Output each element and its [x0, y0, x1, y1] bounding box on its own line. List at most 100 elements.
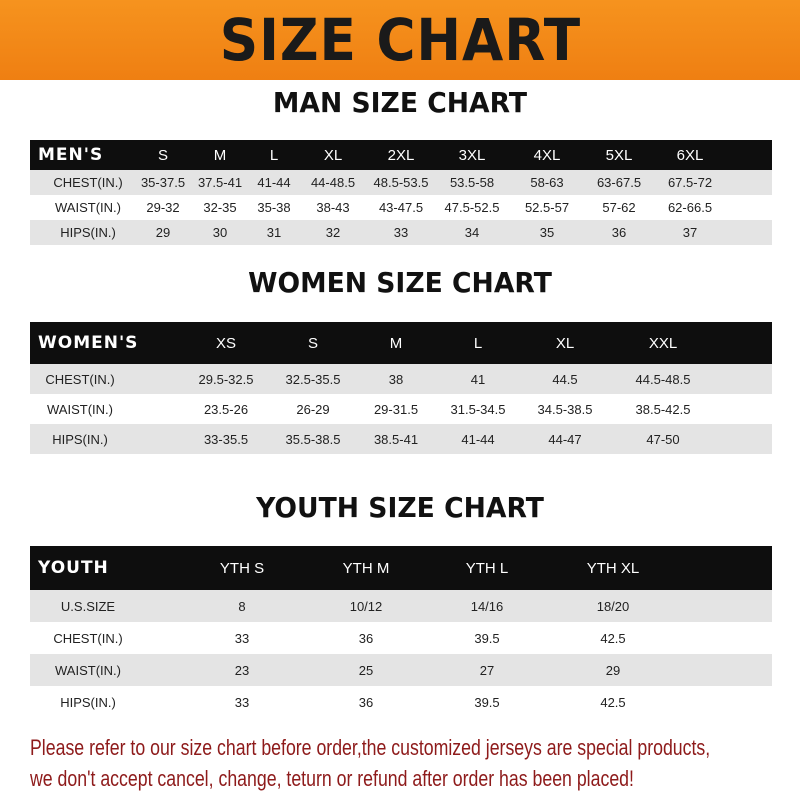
table-cell: 29 [155, 225, 171, 240]
table-cell: 67.5-72 [667, 175, 713, 190]
table-cell: 14/16 [470, 598, 504, 614]
table-cell: 36 [358, 630, 374, 646]
table-cell: 33-35.5 [203, 431, 249, 447]
table-cell: 29 [605, 662, 621, 678]
table-cell: 48.5-53.5 [373, 175, 429, 190]
table-cell: 32-35 [203, 200, 237, 215]
table-cell: 33 [393, 225, 409, 240]
column-header: 3XL [458, 146, 486, 164]
men-heading: MAN SIZE CHART [272, 86, 528, 119]
table-cell: 38-43 [316, 200, 350, 215]
table-cell: 35-37.5 [140, 175, 186, 190]
table-cell: 18/20 [596, 598, 630, 614]
table-cell: 29.5-32.5 [198, 371, 254, 387]
row-label: HIPS(IN.) [60, 694, 116, 710]
table-row: WAIST(IN.) 23 25 27 29 [30, 654, 772, 686]
row-label: U.S.SIZE [60, 598, 116, 614]
column-header: YTH S [219, 559, 265, 577]
youth-heading: YOUTH SIZE CHART [256, 491, 544, 524]
table-cell: 25 [358, 662, 374, 678]
table-cell: 36 [358, 694, 374, 710]
table-cell: 41-44 [257, 175, 291, 190]
table-row: U.S.SIZE 8 10/12 14/16 18/20 [30, 590, 772, 622]
table-cell: 32.5-35.5 [285, 371, 341, 387]
table-cell: 8 [238, 598, 246, 614]
row-label: HIPS(IN.) [52, 431, 108, 447]
table-cell: 42.5 [600, 630, 626, 646]
table-row: WAIST(IN.) 23.5-26 26-29 29-31.5 31.5-34.5 34… [30, 394, 772, 424]
table-cell: 47.5-52.5 [444, 200, 500, 215]
column-header: YTH L [465, 559, 509, 577]
table-cell: 33 [234, 694, 250, 710]
table-cell: 52.5-57 [524, 200, 570, 215]
table-cell: 26-29 [296, 401, 330, 417]
table-cell: 29-32 [146, 200, 180, 215]
row-label: HIPS(IN.) [60, 225, 116, 240]
table-row: HIPS(IN.) 33 36 39.5 42.5 [30, 686, 772, 718]
table-cell: 44.5-48.5 [635, 371, 691, 387]
table-cell: 32 [325, 225, 341, 240]
table-cell: 44-47 [548, 431, 582, 447]
table-cell: 33 [234, 630, 250, 646]
table-cell: 53.5-58 [449, 175, 495, 190]
column-header: M [213, 146, 227, 164]
note-line-1: Please refer to our size chart before or… [30, 735, 711, 760]
table-cell: 47-50 [646, 431, 680, 447]
table-cell: 38.5-42.5 [635, 401, 691, 417]
youth-size-table: YOUTH YTH S YTH M YTH L YTH XL U.S.SIZE 8 10/12… [30, 546, 772, 718]
column-header: XL [555, 334, 575, 352]
table-cell: 57-62 [602, 200, 636, 215]
table-cell: 41-44 [461, 431, 495, 447]
table-cell: 39.5 [474, 630, 500, 646]
table-cell: 44-48.5 [310, 175, 356, 190]
table-cell: 30 [212, 225, 228, 240]
table-cell: 35-38 [257, 200, 291, 215]
table-cell: 37.5-41 [197, 175, 243, 190]
column-header: XS [215, 334, 237, 352]
table-row: HIPS(IN.) 33-35.5 35.5-38.5 38.5-41 41-44 44-… [30, 424, 772, 454]
table-cell: 34.5-38.5 [537, 401, 593, 417]
table-cell: 31 [266, 225, 282, 240]
column-header: 2XL [387, 146, 415, 164]
men-size-table: MEN'S S M L XL 2XL 3XL 4XL 5XL 6XL CHEST(IN.) 35-37… [30, 140, 772, 245]
note-line-2: we don't accept cancel, change, teturn o… [30, 766, 634, 791]
table-cell: 63-67.5 [596, 175, 642, 190]
table-cell: 29-31.5 [373, 401, 419, 417]
table-row: CHEST(IN.) 29.5-32.5 32.5-35.5 38 41 44.5 44.5… [30, 364, 772, 394]
column-header: L [473, 334, 483, 352]
table-cell: 42.5 [600, 694, 626, 710]
column-header: 5XL [605, 146, 633, 164]
table-cell: 44.5 [552, 371, 578, 387]
column-header: M [389, 334, 403, 352]
table-cell: 43-47.5 [378, 200, 424, 215]
table-cell: 39.5 [474, 694, 500, 710]
table-cell: 62-66.5 [667, 200, 713, 215]
column-header: S [307, 334, 319, 352]
table-cell: 23.5-26 [203, 401, 249, 417]
table-row: WAIST(IN.) 29-32 32-35 35-38 38-43 43-47.5 47.… [30, 195, 772, 220]
table-header-row: YOUTH YTH S YTH M YTH L YTH XL [30, 546, 772, 590]
table-cell: 58-63 [530, 175, 564, 190]
table-cell: 35 [539, 225, 555, 240]
column-header: 6XL [676, 146, 704, 164]
row-label: WAIST(IN.) [55, 662, 121, 678]
column-header: S [157, 146, 169, 164]
table-cell: 27 [479, 662, 495, 678]
table-cell: 41 [470, 371, 486, 387]
table-cell: 35.5-38.5 [285, 431, 341, 447]
table-row: HIPS(IN.) 29 30 31 32 33 34 35 36 37 [30, 220, 772, 245]
column-header: 4XL [533, 146, 561, 164]
row-label: CHEST(IN.) [53, 175, 123, 190]
table-cell: 23 [234, 662, 250, 678]
table-title-cell: WOMEN'S [38, 333, 139, 353]
row-label: CHEST(IN.) [53, 630, 123, 646]
column-header: YTH XL [586, 559, 640, 577]
table-row: CHEST(IN.) 35-37.5 37.5-41 41-44 44-48.5 48.5… [30, 170, 772, 195]
column-header: YTH M [342, 559, 390, 577]
table-cell: 38 [388, 371, 404, 387]
page-title: SIZE CHART [219, 6, 581, 74]
size-note: Please refer to our size chart before or… [30, 732, 755, 794]
table-row: CHEST(IN.) 33 36 39.5 42.5 [30, 622, 772, 654]
table-title-cell: YOUTH [38, 558, 109, 578]
row-label: WAIST(IN.) [55, 200, 121, 215]
